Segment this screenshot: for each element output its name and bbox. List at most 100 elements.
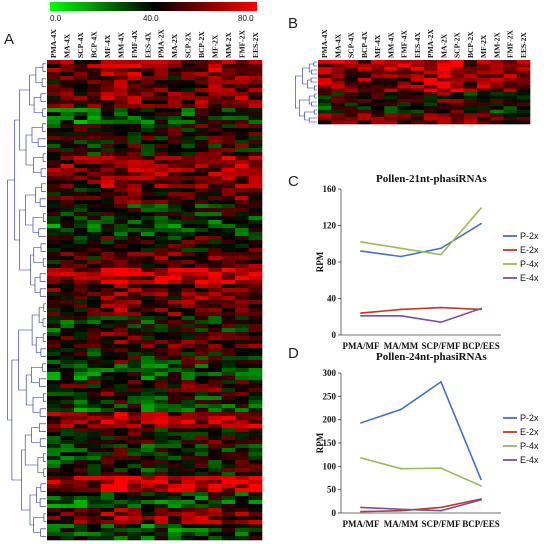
heatmap-a-cell: [221, 416, 236, 421]
heatmap-a-cell: [73, 184, 88, 189]
heatmap-b-cell: [516, 70, 531, 75]
heatmap-b-cell: [384, 74, 398, 79]
heatmap-a-cell: [114, 364, 128, 369]
heatmap-a-cell: [167, 352, 182, 357]
heatmap-a-cell: [167, 244, 182, 249]
heatmap-a-cell: [235, 156, 249, 161]
heatmap-a-cell: [194, 288, 209, 293]
heatmap-a-cell: [221, 384, 236, 389]
heatmap-a-cell: [141, 60, 155, 65]
heatmap-a-cell: [127, 328, 142, 333]
heatmap-a-cell: [221, 248, 236, 253]
heatmap-a-cell: [60, 452, 75, 457]
heatmap-b-cell: [490, 95, 504, 100]
heatmap-a-cell: [141, 400, 155, 405]
heatmap-b-cell: [331, 109, 345, 114]
heatmap-a-cell: [194, 484, 209, 489]
heatmap-a-cell: [60, 108, 75, 113]
heatmap-a-cell: [181, 140, 196, 145]
heatmap-a-cell: [154, 148, 169, 153]
heatmap-a-cell: [73, 252, 88, 257]
heatmap-a-cell: [154, 256, 169, 261]
heatmap-a-cell: [221, 360, 236, 365]
heatmap-b-cell: [516, 109, 531, 114]
heatmap-a-cell: [60, 416, 75, 421]
heatmap-a-cell: [167, 204, 182, 209]
heatmap-a-cell: [127, 324, 142, 329]
heatmap-a-cell: [235, 336, 249, 341]
heatmap-a-cell: [47, 480, 61, 485]
heatmap-a-cell: [47, 164, 61, 169]
heatmap-a-cell: [73, 160, 88, 165]
heatmap-a-cell: [100, 176, 115, 181]
heatmap-b-column-label: BCP-4X: [360, 31, 369, 58]
heatmap-a-cell: [235, 224, 249, 229]
heatmap-b-cell: [503, 70, 518, 75]
heatmap-a-cell: [208, 408, 222, 413]
heatmap-a-cell: [194, 260, 209, 265]
heatmap-a-cell: [248, 332, 263, 337]
heatmap-a-cell: [73, 464, 88, 469]
heatmap-a-cell: [167, 176, 182, 181]
heatmap-a-cell: [114, 324, 128, 329]
heatmap-a-cell: [141, 524, 155, 529]
heatmap-a-cell: [114, 516, 128, 521]
heatmap-a-cell: [87, 368, 102, 373]
heatmap-a-cell: [181, 288, 196, 293]
heatmap-a-cell: [73, 104, 88, 109]
heatmap-b-cell: [424, 109, 438, 114]
heatmap-a-cell: [87, 96, 102, 101]
heatmap-a-cell: [208, 64, 222, 69]
heatmap-a-cell: [47, 136, 61, 141]
heatmap-a-cell: [235, 276, 249, 281]
heatmap-b-cell: [318, 60, 332, 64]
heatmap-a-cell: [47, 392, 61, 397]
heatmap-a-cell: [87, 172, 102, 177]
heatmap-a-cell: [141, 224, 155, 229]
heatmap-a-cell: [167, 224, 182, 229]
heatmap-a-cell: [181, 112, 196, 117]
heatmap-a-cell: [221, 296, 236, 301]
heatmap-a-cell: [181, 228, 196, 233]
heatmap-a-cell: [248, 396, 263, 401]
heatmap-a-cell: [47, 128, 61, 133]
heatmap-a-cell: [208, 212, 222, 217]
heatmap-a-cell: [87, 340, 102, 345]
heatmap-a-cell: [221, 388, 236, 393]
heatmap-a-cell: [100, 372, 115, 377]
heatmap-a-cell: [248, 148, 263, 153]
heatmap-a-column-label: EES-4X: [143, 32, 152, 58]
heatmap-a-cell: [87, 116, 102, 121]
heatmap-a-cell: [167, 404, 182, 409]
heatmap-a-cell: [87, 184, 102, 189]
heatmap-a-cell: [87, 144, 102, 149]
heatmap-a-cell: [181, 236, 196, 241]
heatmap-a-cell: [141, 148, 155, 153]
heatmap-b-cell: [437, 77, 451, 82]
heatmap-a-cell: [73, 88, 88, 93]
heatmap-a-cell: [114, 112, 128, 117]
color-scale: 0.0 40.0 80.0: [50, 2, 257, 23]
heatmap-a-cell: [235, 472, 249, 477]
heatmap-a-cell: [235, 428, 249, 433]
heatmap-a-cell: [114, 292, 128, 297]
heatmap-a-cell: [167, 364, 182, 369]
heatmap-b-cell: [437, 88, 451, 93]
heatmap-a-cell: [60, 356, 75, 361]
heatmap-a-cell: [100, 380, 115, 385]
heatmap-a-cell: [235, 524, 249, 529]
heatmap-a-cell: [154, 428, 169, 433]
heatmap-a-cell: [114, 208, 128, 213]
heatmap-a-cell: [154, 532, 169, 537]
heatmap-a-cell: [47, 408, 61, 413]
heatmap-a-cell: [73, 424, 88, 429]
heatmap-b-cell: [477, 106, 491, 111]
heatmap-a-cell: [73, 404, 88, 409]
heatmap-a-cell: [194, 404, 209, 409]
heatmap-a-cell: [221, 340, 236, 345]
heatmap-b-cell: [477, 88, 491, 93]
heatmap-b-cell: [371, 81, 385, 86]
heatmap-b-cell: [424, 84, 438, 89]
heatmap-a-cell: [221, 496, 236, 501]
heatmap-a-cell: [47, 500, 61, 505]
